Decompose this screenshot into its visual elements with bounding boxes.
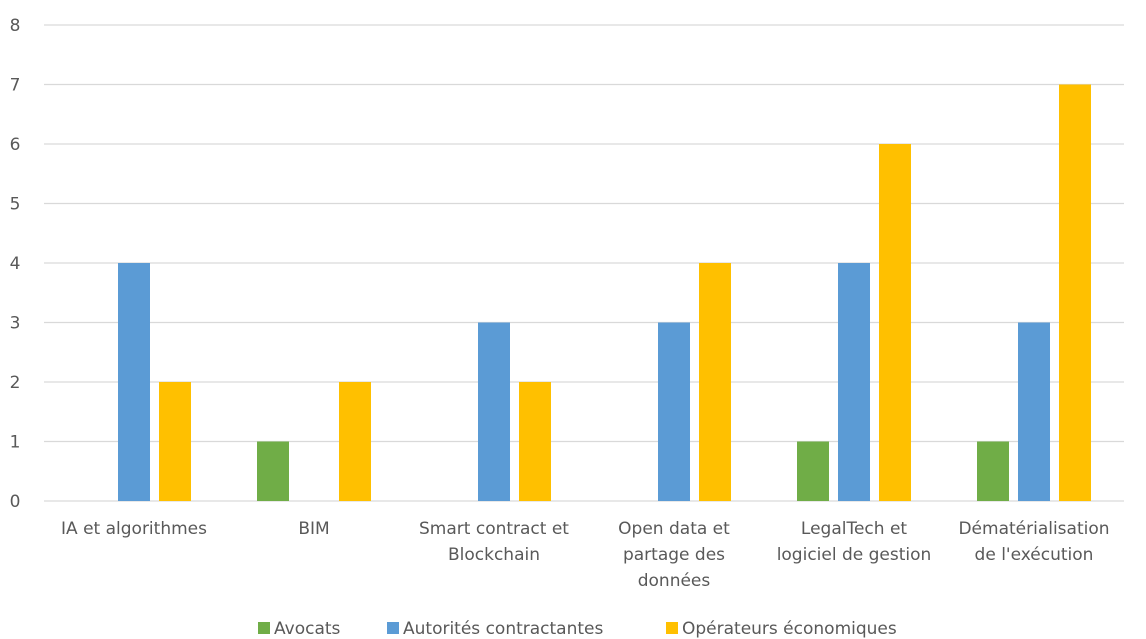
- bar-op-rateurs-conomiques-5: [1059, 84, 1091, 501]
- bar-autorit-s-contractantes-3: [658, 322, 690, 501]
- x-axis-categories: IA et algorithmes BIM Smart contract et Blo…: [61, 519, 1110, 591]
- legend: Avocats Autorités contractantes Opérateurs…: [258, 619, 897, 639]
- legend-swatch: [387, 622, 399, 634]
- bar-op-rateurs-conomiques-0: [159, 382, 191, 501]
- legend-label: Autorités contractantes: [403, 619, 603, 639]
- x-category-label: IA et algorithmes: [61, 519, 207, 539]
- bar-op-rateurs-conomiques-2: [519, 382, 551, 501]
- y-tick-label: 4: [10, 254, 21, 274]
- y-tick-label: 8: [10, 16, 21, 36]
- y-tick-label: 3: [10, 314, 21, 334]
- legend-label: Avocats: [274, 619, 341, 639]
- x-category-label: données: [638, 571, 711, 591]
- x-category-label: Dématérialisation: [958, 519, 1109, 539]
- bars: [118, 84, 1091, 501]
- x-category-label: BIM: [298, 519, 329, 539]
- bar-avocats-1: [257, 441, 289, 501]
- bar-avocats-5: [977, 441, 1009, 501]
- legend-label: Opérateurs économiques: [682, 619, 897, 639]
- bar-autorit-s-contractantes-5: [1018, 322, 1050, 501]
- x-category-label: Open data et: [618, 519, 730, 539]
- y-tick-label: 6: [10, 135, 21, 155]
- y-tick-label: 0: [10, 492, 21, 512]
- y-axis-ticks: 0 1 2 3 4 5 6 7 8: [10, 16, 21, 512]
- bar-autorit-s-contractantes-4: [838, 263, 870, 501]
- x-category-label: partage des: [623, 545, 725, 565]
- bar-autorit-s-contractantes-2: [478, 322, 510, 501]
- x-category-label: Blockchain: [448, 545, 540, 565]
- x-category-label: logiciel de gestion: [777, 545, 932, 565]
- bar-autorit-s-contractantes-0: [118, 263, 150, 501]
- y-tick-label: 5: [10, 195, 21, 215]
- legend-swatch: [258, 622, 270, 634]
- bar-op-rateurs-conomiques-3: [699, 263, 731, 501]
- bar-avocats-4: [797, 441, 829, 501]
- x-category-label: LegalTech et: [801, 519, 908, 539]
- legend-swatch: [666, 622, 678, 634]
- x-category-label: de l'exécution: [975, 545, 1094, 565]
- y-tick-label: 7: [10, 76, 21, 96]
- gridlines: [44, 24, 1124, 502]
- bar-op-rateurs-conomiques-1: [339, 382, 371, 501]
- y-tick-label: 1: [10, 433, 21, 453]
- y-tick-label: 2: [10, 373, 21, 393]
- bar-op-rateurs-conomiques-4: [879, 144, 911, 501]
- x-category-label: Smart contract et: [419, 519, 569, 539]
